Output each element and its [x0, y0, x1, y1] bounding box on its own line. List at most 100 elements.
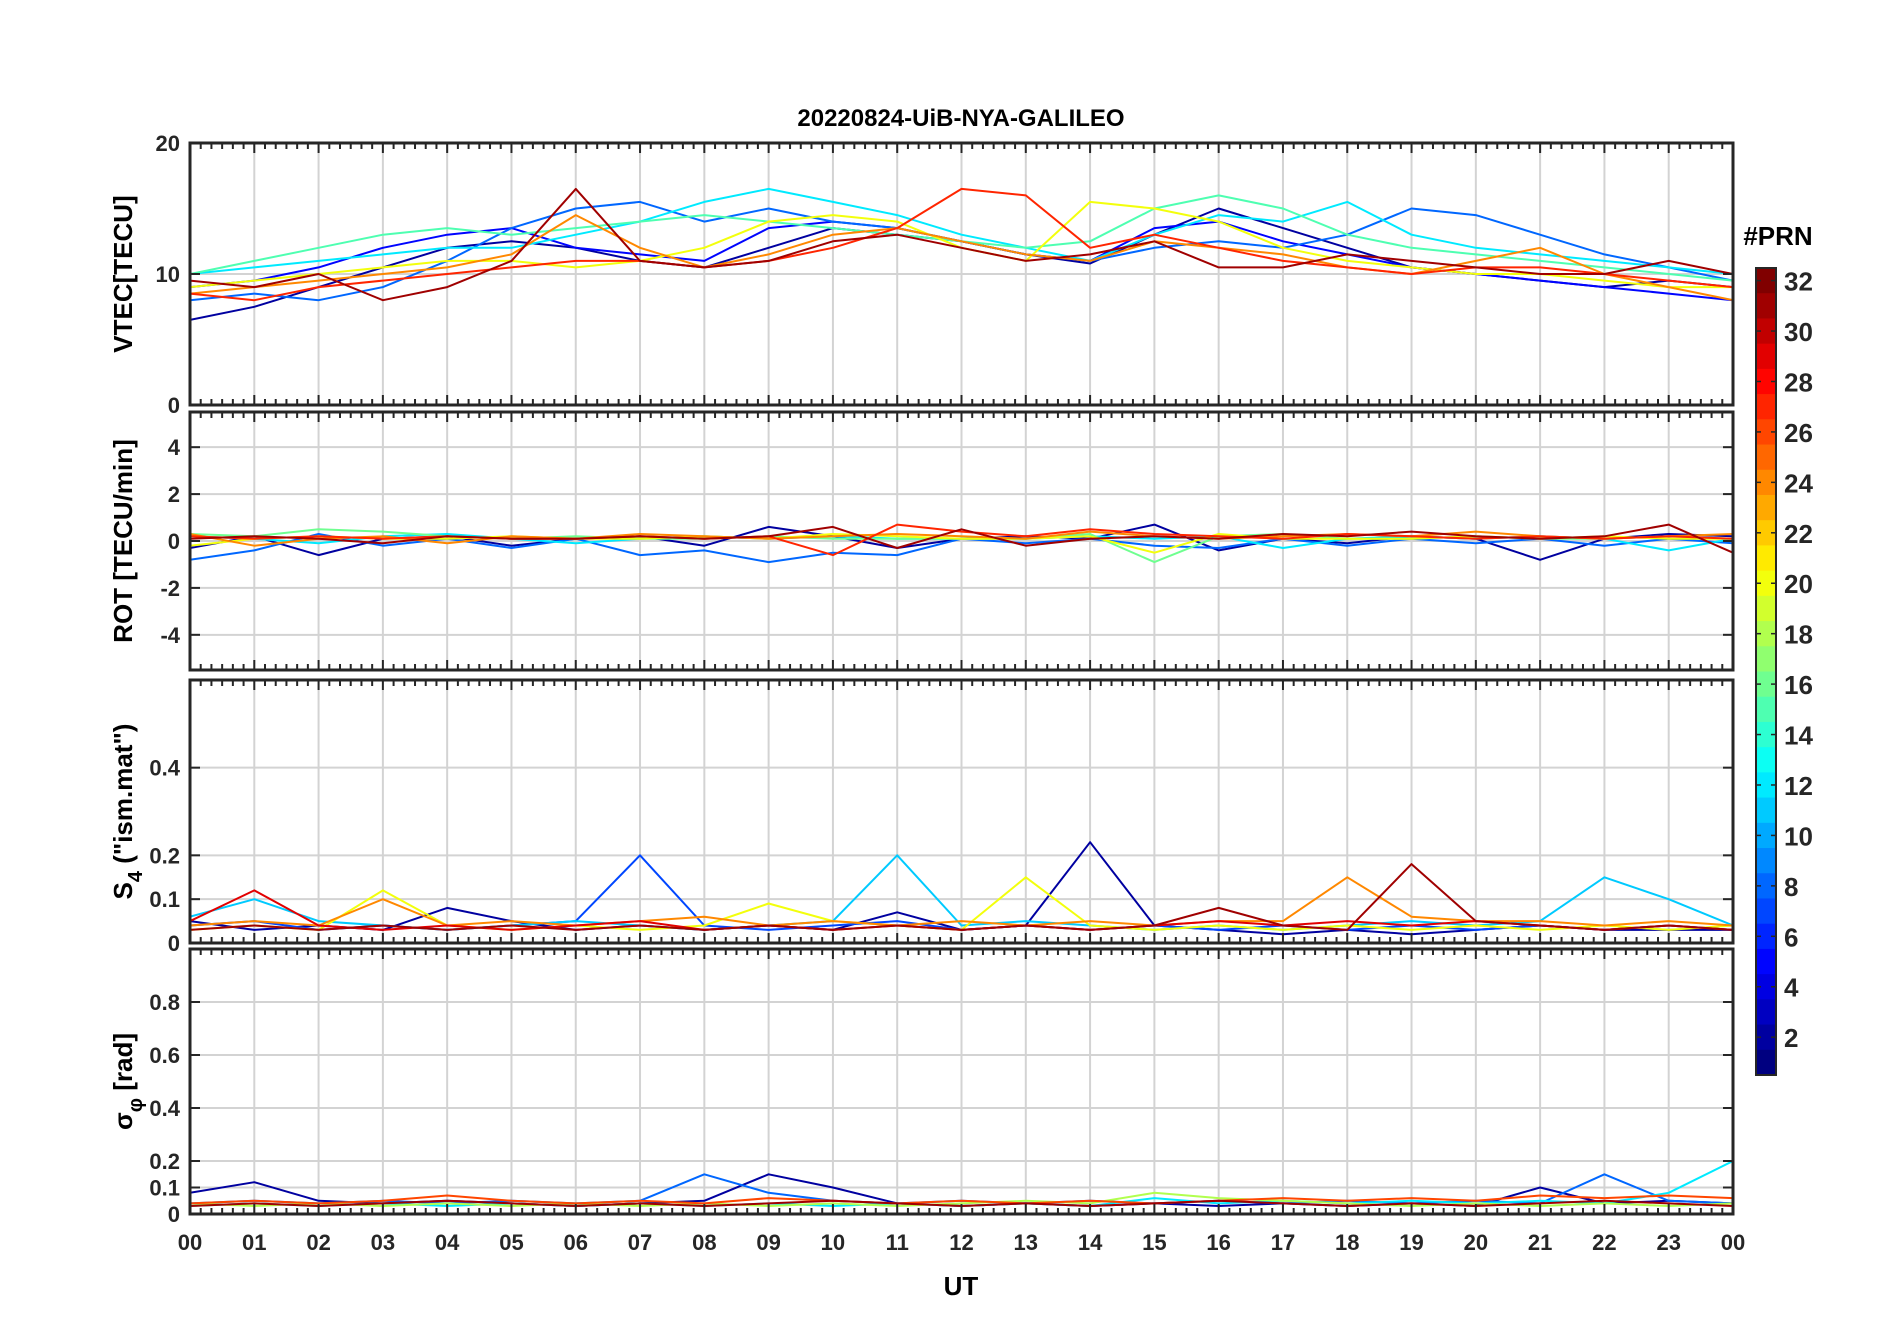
colorbar-segment [1756, 368, 1776, 395]
series-prn-31 [190, 187, 1733, 302]
y-axis-label-subscript: 4 [125, 870, 147, 882]
y-axis-label-rest: ("ism.mat") [108, 724, 138, 871]
colorbar-segment [1756, 394, 1776, 420]
x-axis-label: UT [944, 1271, 979, 1301]
x-tick-label: 21 [1528, 1230, 1552, 1255]
colorbar-tick-label: 6 [1784, 922, 1798, 952]
colorbar-segment [1756, 1049, 1776, 1076]
x-tick-label: 14 [1078, 1230, 1103, 1255]
y-axis-label: σφ [rad] [108, 1033, 147, 1130]
y-axis-label: S4 ("ism.mat") [108, 724, 147, 900]
colorbar-segment [1756, 646, 1776, 672]
colorbar-tick-label: 22 [1784, 519, 1813, 549]
colorbar-segment [1756, 671, 1776, 698]
colorbar-title: #PRN [1743, 221, 1812, 251]
x-tick-label: 22 [1592, 1230, 1616, 1255]
y-tick-label: 0.4 [149, 1096, 180, 1121]
colorbar-segment [1756, 419, 1776, 446]
series-group [190, 187, 1733, 321]
x-tick-label: 10 [821, 1230, 845, 1255]
colorbar-tick-label: 2 [1784, 1023, 1798, 1053]
panel-ROT: -4 -2 0 2 4 ROT [TECU/min] [108, 410, 1735, 672]
figure-title: 20220824-UiB-NYA-GALILEO [797, 105, 1124, 132]
x-tick-label: 05 [499, 1230, 523, 1255]
colorbar-segment [1756, 595, 1776, 622]
y-axis-label-main: σ [108, 1112, 138, 1130]
colorbar-tick-label: 26 [1784, 418, 1813, 448]
y-tick-label: -4 [160, 623, 180, 648]
series-prn-24 [190, 530, 1733, 547]
x-tick-label: 16 [1206, 1230, 1230, 1255]
series-prn-24 [190, 214, 1733, 302]
y-tick-label: 0.1 [149, 1176, 180, 1201]
x-tick-label: 08 [692, 1230, 716, 1255]
x-tick-label: 06 [564, 1230, 588, 1255]
y-tick-label: 0.4 [149, 756, 180, 781]
colorbar-tick-label: 28 [1784, 367, 1813, 397]
y-tick-label: 0 [168, 529, 180, 554]
y-tick-label: 0 [168, 931, 180, 956]
x-tick-label: 03 [371, 1230, 395, 1255]
y-tick-label: 0.2 [149, 1149, 180, 1174]
x-tick-label: 20 [1464, 1230, 1488, 1255]
colorbar-segment [1756, 999, 1776, 1026]
x-tick-label: 18 [1335, 1230, 1359, 1255]
colorbar-segment [1756, 1024, 1776, 1051]
colorbar-segment [1756, 797, 1776, 824]
colorbar-segment [1756, 520, 1776, 546]
colorbar-tick-label: 32 [1784, 267, 1813, 297]
panel-sigma_phi: 00.10.20.40.60.8σφ [rad] [108, 947, 1735, 1227]
x-tick-label: 15 [1142, 1230, 1166, 1255]
colorbar-tick-label: 30 [1784, 317, 1813, 347]
colorbar-tick-label: 14 [1784, 721, 1813, 751]
colorbar-segment [1756, 822, 1776, 849]
x-tick-label: 00 [178, 1230, 202, 1255]
colorbar-tick-label: 18 [1784, 620, 1813, 650]
colorbar-tick-label: 12 [1784, 771, 1813, 801]
x-tick-label: 09 [756, 1230, 780, 1255]
y-tick-label: 0.8 [149, 990, 180, 1015]
y-axis-label: VTEC[TECU] [108, 195, 138, 352]
x-tick-label: 01 [242, 1230, 266, 1255]
colorbar-segment [1756, 545, 1776, 572]
colorbar-tick-label: 20 [1784, 569, 1813, 599]
y-axis-label-rest: [rad] [108, 1033, 138, 1098]
y-tick-label: 0 [168, 1202, 180, 1227]
y-axis-label-subscript: φ [125, 1098, 147, 1112]
colorbar-segment [1756, 293, 1776, 319]
x-tick-label: 23 [1656, 1230, 1680, 1255]
x-tick-labels: 00 01 02 03 04 05 06 07 08 09 10 11 12 13 14 15 16 17 18 19… [178, 1230, 1745, 1255]
series-prn-18 [190, 1191, 1733, 1207]
y-tick-label: 20 [156, 131, 180, 156]
colorbar-segment [1756, 343, 1776, 370]
y-tick-label: -2 [160, 576, 180, 601]
x-tick-label: 13 [1014, 1230, 1038, 1255]
colorbar-segment [1756, 444, 1776, 471]
y-tick-label: 10 [156, 262, 180, 287]
x-tick-label: 19 [1399, 1230, 1423, 1255]
colorbar-segment [1756, 494, 1776, 521]
colorbar-segment [1756, 848, 1776, 874]
series-group [190, 523, 1733, 564]
colorbar-segment [1756, 772, 1776, 799]
colorbar-segment [1756, 873, 1776, 899]
x-tick-label: 04 [435, 1230, 460, 1255]
colorbar-tick-label: 8 [1784, 872, 1798, 902]
x-tick-label: 17 [1271, 1230, 1295, 1255]
x-tick-label: 07 [628, 1230, 652, 1255]
y-axis-label-main: S [108, 882, 138, 899]
y-tick-label: 0.2 [149, 843, 180, 868]
y-tick-label: 2 [168, 482, 180, 507]
series-prn-31 [190, 523, 1733, 554]
series-prn-26 [190, 1194, 1733, 1205]
y-axis-label: ROT [TECU/min] [108, 439, 138, 643]
y-tick-label: 0.1 [149, 887, 180, 912]
colorbar-segment [1756, 721, 1776, 748]
colorbar-tick-label: 24 [1784, 468, 1813, 498]
colorbar-segment [1756, 268, 1776, 294]
x-tick-label: 02 [306, 1230, 330, 1255]
series-group [190, 841, 1733, 936]
